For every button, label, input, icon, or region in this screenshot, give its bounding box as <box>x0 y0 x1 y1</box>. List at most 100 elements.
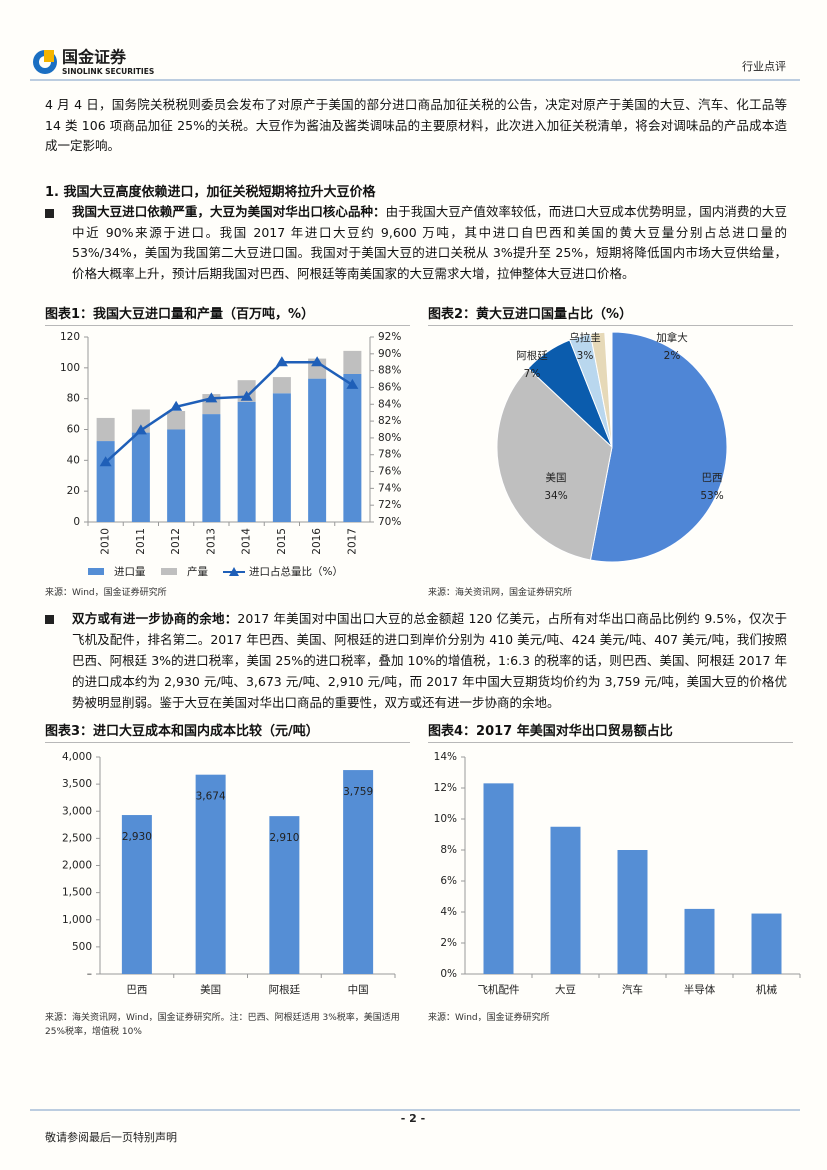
section-heading: 1. 我国大豆高度依赖进口，加征关税短期将拉升大豆价格 <box>45 185 376 200</box>
pie-slice <box>496 367 613 561</box>
x-tick-label: 半导体 <box>684 983 716 996</box>
legend-swatch <box>229 567 239 576</box>
y2-tick-label: 84% <box>378 398 401 410</box>
bar <box>237 401 256 522</box>
y2-tick-label: 90% <box>378 348 401 360</box>
y-tick-label: 1,000 <box>62 914 92 926</box>
x-tick-label: 飞机配件 <box>478 983 520 996</box>
legend-swatch <box>88 568 104 575</box>
bar <box>550 826 581 974</box>
bullet-text: 2017 年美国对中国出口大豆的总金额超 120 亿美元，占所有对华出口商品比例… <box>72 611 787 710</box>
line-marker <box>346 378 359 389</box>
logo-cn: 国金证券 <box>62 48 127 67</box>
line-marker <box>205 392 218 403</box>
logo-en: SINOLINK SECURITIES <box>62 67 154 76</box>
y2-tick-label: 92% <box>378 331 401 343</box>
chart-source: 来源：Wind，国金证券研究所 <box>428 1013 550 1023</box>
pie-value-label: 7% <box>524 368 541 380</box>
bar <box>131 432 150 522</box>
chart-source: 来源：海关资讯网，Wind，国金证券研究所。注：巴西、阿根廷适用 3%税率，美国… <box>45 1013 400 1037</box>
y-tick-label: 6% <box>440 875 457 887</box>
y2-tick-label: 70% <box>378 516 401 528</box>
y-tick-label: 3,000 <box>62 805 92 817</box>
y-tick-label: 0% <box>440 968 457 980</box>
value-label: 2,930 <box>122 831 152 843</box>
y-tick-label: 2% <box>440 937 457 949</box>
x-tick-label: 2011 <box>135 528 147 555</box>
value-label: 2,910 <box>269 832 299 844</box>
bar <box>272 377 291 394</box>
bar <box>195 774 226 974</box>
intro: 4 月 4 日，国务院关税税则委员会发布了对原产于美国的部分进口商品加征关税的公… <box>45 97 787 153</box>
line-marker <box>134 424 147 435</box>
bar <box>269 816 300 974</box>
chart-source: 来源：海关资讯网，国金证券研究所 <box>428 588 573 598</box>
bar <box>684 908 715 974</box>
x-tick-label: 汽车 <box>622 983 643 996</box>
y-tick-label: 1,500 <box>62 887 92 899</box>
bar <box>617 850 648 974</box>
y-tick-label: 100 <box>60 362 80 374</box>
pie-label: 巴西 <box>702 472 723 484</box>
bullet-text: 由于我国大豆产值效率较低，而进口大豆成本优势明显，国内消费的大豆中近 90%来源… <box>72 204 787 281</box>
pie-value-label: 53% <box>700 490 723 502</box>
x-tick-label: 2010 <box>100 528 112 555</box>
bullet-marker <box>45 209 54 218</box>
y-tick-label: – <box>87 968 92 980</box>
bullet-marker <box>45 615 54 624</box>
pie-label: 乌拉圭 <box>569 331 601 344</box>
line-marker <box>240 390 253 401</box>
x-tick-label: 2012 <box>170 528 182 555</box>
pie-value-label: 3% <box>577 350 594 362</box>
x-tick-label: 2014 <box>241 528 253 555</box>
y2-tick-label: 86% <box>378 381 401 393</box>
bar <box>308 358 327 379</box>
y2-tick-label: 78% <box>378 449 401 461</box>
bar <box>202 414 221 522</box>
y-tick-label: 500 <box>72 941 92 953</box>
line-marker <box>311 356 324 367</box>
x-tick-label: 2016 <box>311 528 323 555</box>
y-tick-label: 60 <box>67 424 80 436</box>
pie-label: 美国 <box>546 471 567 484</box>
pie-slice <box>589 331 728 563</box>
chart-title: 图表2：黄大豆进口国量占比（%） <box>428 303 793 326</box>
bar <box>96 417 115 442</box>
bar <box>751 913 782 974</box>
y-tick-label: 2,500 <box>62 832 92 844</box>
chart-title: 图表3：进口大豆成本和国内成本比较（元/吨） <box>45 720 410 743</box>
x-tick-label: 机械 <box>756 983 777 996</box>
y-tick-label: 80 <box>67 393 80 405</box>
bar <box>483 783 514 974</box>
bullet-paragraph: 我国大豆进口依赖严重，大豆为美国对华出口核心品种：由于我国大豆产值效率较低，而进… <box>72 202 787 284</box>
x-tick-label: 巴西 <box>126 984 147 996</box>
x-tick-label: 2013 <box>205 528 217 555</box>
pie-label: 加拿大 <box>656 331 688 344</box>
page-number: - 2 - <box>401 1112 425 1125</box>
y-tick-label: 4% <box>440 906 457 918</box>
line-marker <box>99 456 112 467</box>
x-tick-label: 美国 <box>200 983 221 996</box>
bar <box>343 374 362 522</box>
bullet-lead: 双方或有进一步协商的余地： <box>72 611 238 626</box>
y-tick-label: 3,500 <box>62 778 92 790</box>
pie-value-label: 34% <box>544 490 567 502</box>
bar <box>272 393 291 522</box>
x-tick-label: 2015 <box>276 528 288 555</box>
y-tick-label: 12% <box>434 782 457 794</box>
header-tag: 行业点评 <box>742 60 786 73</box>
pie-value-label: 2% <box>664 350 681 362</box>
y2-tick-label: 88% <box>378 365 401 377</box>
y2-tick-label: 74% <box>378 482 401 494</box>
logo-accent <box>44 50 54 62</box>
y-tick-label: 0 <box>73 516 80 528</box>
y-tick-label: 8% <box>440 844 457 856</box>
y-tick-label: 40 <box>67 454 80 466</box>
y2-tick-label: 82% <box>378 415 401 427</box>
y-tick-label: 2,000 <box>62 860 92 872</box>
bar <box>308 378 327 522</box>
bullet-paragraph: 双方或有进一步协商的余地：2017 年美国对中国出口大豆的总金额超 120 亿美… <box>72 608 787 713</box>
pie-label: 阿根廷 <box>516 349 548 362</box>
chart-title: 图表4：2017 年美国对华出口贸易额占比 <box>428 720 793 743</box>
